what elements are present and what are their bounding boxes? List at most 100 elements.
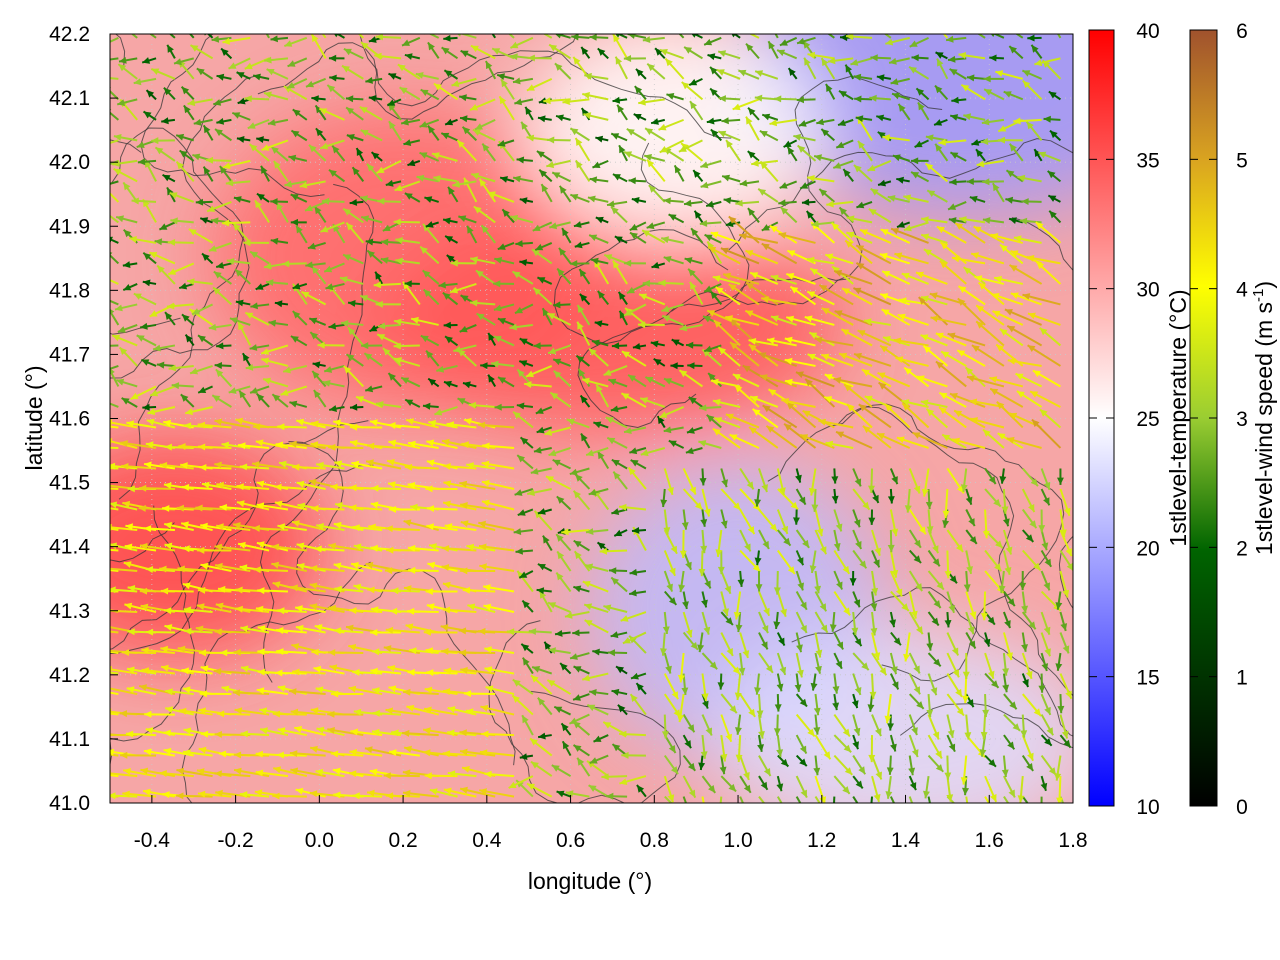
wind-vector-head — [334, 34, 339, 38]
wind-vector-head — [276, 627, 284, 634]
wind-vector-head — [151, 137, 159, 145]
wind-vector-head — [992, 310, 1001, 318]
wind-vector-head — [681, 522, 689, 530]
wind-vector-head — [369, 324, 378, 332]
wind-vector-head — [275, 441, 284, 449]
wind-vector-head — [482, 143, 490, 152]
wind-vector — [692, 34, 703, 39]
wind-vector-head — [779, 666, 787, 675]
wind-vector-head — [137, 158, 146, 166]
wind-vector-head — [556, 496, 565, 504]
wind-vector-head — [1008, 789, 1015, 798]
wind-vector-head — [613, 471, 621, 480]
wind-vector-head — [467, 603, 476, 611]
wind-vector-head — [198, 707, 206, 715]
wind-vector-head — [902, 403, 910, 411]
wind-vector-head — [153, 344, 161, 352]
wind-vector-head — [854, 352, 862, 360]
wind-vector-head — [383, 348, 391, 356]
wind-vector-head — [966, 178, 974, 185]
wind-vector-head — [1055, 602, 1063, 610]
wind-vector-head — [452, 180, 460, 188]
wind-vector — [110, 365, 119, 370]
wind-vector-head — [89, 464, 96, 471]
wind-vector-head — [588, 489, 597, 496]
wind-vector-head — [1017, 795, 1025, 803]
wind-vector-head — [473, 206, 482, 214]
wind-vector-head — [150, 389, 159, 397]
wind-vector-head — [535, 243, 544, 251]
wind-vector-head — [876, 114, 885, 122]
wind-vector-head — [651, 118, 659, 125]
wind-vector-head — [215, 789, 223, 797]
wind-vector-head — [274, 500, 283, 508]
wind-vector-head — [706, 200, 714, 208]
wind-vector-head — [821, 58, 829, 67]
wind-vector-head — [758, 731, 765, 739]
wind-vector-head — [370, 629, 378, 636]
wind-vector-head — [552, 459, 561, 467]
wind-vector-head — [328, 604, 337, 612]
wind-vector-head — [408, 440, 416, 448]
wind-vector-head — [562, 741, 570, 750]
wind-vector-head — [780, 207, 789, 215]
wind-vector-head — [725, 617, 733, 625]
wind-vector-head — [685, 561, 692, 570]
wind-vector-head — [165, 688, 173, 696]
wind-vector-head — [733, 611, 741, 620]
wind-vector-head — [882, 271, 891, 278]
wind-vector-head — [862, 501, 870, 510]
wind-vector-head — [882, 134, 890, 142]
wind-vector-head — [754, 557, 762, 566]
wind-vector-head — [309, 582, 318, 590]
wind-vector-head — [138, 504, 146, 512]
wind-vector-head — [174, 58, 182, 66]
wind-vector-head — [925, 163, 934, 171]
wind-vector-head — [145, 566, 154, 573]
wind-vector-head — [831, 805, 838, 812]
wind-vector-head — [328, 542, 336, 550]
wind-vector-head — [993, 498, 1001, 507]
wind-vector-head — [367, 250, 375, 258]
wind-vector-head — [462, 126, 471, 135]
wind-vector-head — [167, 44, 174, 53]
wind-vector-head — [1005, 196, 1014, 204]
wind-vector-head — [679, 550, 687, 558]
wind-vector-head — [548, 449, 557, 457]
wind-vector-head — [394, 184, 403, 192]
wind-vector-head — [970, 417, 978, 424]
wind-vector-head — [891, 528, 899, 537]
wind-vector — [110, 569, 119, 573]
wind-vector-head — [514, 489, 523, 496]
x-axis-ticks: -0.4 -0.2 0.0 0.2 0.4 0.6 0.8 1.0 1.2 1.4 1.6 1.8 — [134, 795, 1088, 852]
wind-vector-head — [684, 47, 693, 54]
wind-vector-head — [734, 692, 742, 700]
wind-vector-head — [307, 242, 316, 250]
wind-vector-head — [88, 565, 96, 572]
wind-vector-head — [585, 563, 594, 571]
wind-vector-head — [280, 389, 289, 396]
wind-vector-head — [93, 272, 101, 278]
wind-vector-head — [127, 585, 136, 592]
wind-vector-head — [234, 767, 242, 775]
wind-vector-head — [343, 254, 352, 261]
wind-vector — [110, 344, 119, 347]
wind-vector-head — [122, 790, 130, 798]
colorbar-tick-label: 5 — [1236, 149, 1248, 172]
wind-vector-head — [446, 421, 455, 429]
wind-vector-head — [762, 540, 769, 549]
wind-vector — [664, 795, 673, 803]
wind-vector-head — [140, 26, 148, 33]
wind-vector-head — [183, 727, 192, 735]
wind-vector-head — [440, 624, 449, 631]
wind-vector-head — [290, 708, 299, 716]
wind-vector-head — [891, 228, 900, 235]
wind-vector-head — [250, 251, 259, 259]
wind-vector-head — [725, 413, 734, 421]
wind-vector-head — [998, 585, 1006, 594]
wind-vector-head — [684, 740, 691, 749]
wind-vector-head — [121, 463, 129, 470]
wind-vector-head — [123, 768, 131, 775]
wind-vector-head — [256, 541, 265, 548]
wind-vector-head — [710, 129, 719, 137]
